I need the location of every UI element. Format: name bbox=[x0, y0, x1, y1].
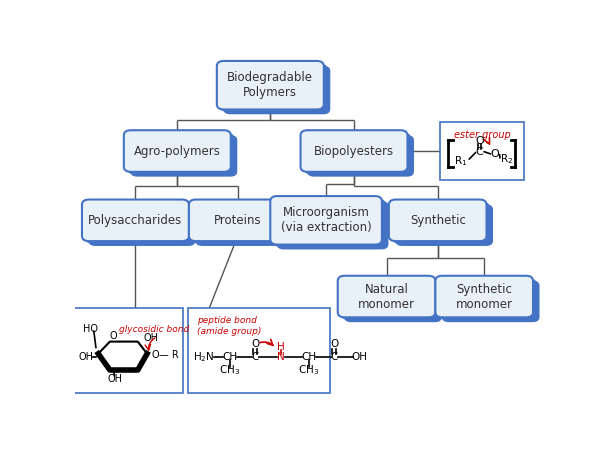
FancyBboxPatch shape bbox=[124, 130, 231, 172]
FancyBboxPatch shape bbox=[395, 204, 493, 246]
FancyBboxPatch shape bbox=[220, 63, 327, 112]
FancyBboxPatch shape bbox=[274, 198, 385, 247]
Text: O: O bbox=[475, 135, 484, 146]
Text: H: H bbox=[277, 342, 284, 352]
FancyBboxPatch shape bbox=[341, 278, 439, 320]
Text: C: C bbox=[251, 352, 259, 362]
Text: ester group: ester group bbox=[454, 130, 510, 140]
FancyBboxPatch shape bbox=[304, 133, 411, 174]
Text: H$_2$N: H$_2$N bbox=[193, 350, 215, 364]
FancyBboxPatch shape bbox=[82, 199, 189, 241]
Text: CH: CH bbox=[222, 352, 237, 362]
FancyBboxPatch shape bbox=[439, 278, 536, 320]
FancyBboxPatch shape bbox=[440, 122, 524, 180]
Text: Synthetic: Synthetic bbox=[410, 214, 466, 227]
Text: Agro-polymers: Agro-polymers bbox=[134, 144, 221, 158]
Text: O: O bbox=[330, 339, 338, 349]
FancyBboxPatch shape bbox=[130, 135, 237, 177]
Text: Polysaccharides: Polysaccharides bbox=[88, 214, 182, 227]
Text: OH: OH bbox=[107, 374, 122, 384]
FancyBboxPatch shape bbox=[74, 308, 183, 393]
FancyBboxPatch shape bbox=[189, 199, 287, 241]
Text: HO: HO bbox=[83, 324, 98, 334]
FancyBboxPatch shape bbox=[188, 308, 329, 393]
FancyBboxPatch shape bbox=[307, 135, 414, 177]
FancyBboxPatch shape bbox=[196, 204, 293, 246]
Text: C: C bbox=[331, 352, 338, 362]
Text: Synthetic
monomer: Synthetic monomer bbox=[456, 283, 513, 310]
Text: OH: OH bbox=[79, 352, 94, 362]
FancyBboxPatch shape bbox=[192, 202, 290, 243]
Text: CH: CH bbox=[301, 352, 316, 362]
FancyBboxPatch shape bbox=[271, 196, 382, 245]
Text: CH$_3$: CH$_3$ bbox=[298, 364, 319, 377]
Text: O: O bbox=[491, 149, 499, 159]
FancyBboxPatch shape bbox=[127, 133, 234, 174]
Text: Natural
monomer: Natural monomer bbox=[358, 283, 415, 310]
Text: — R: — R bbox=[158, 351, 178, 360]
Text: Microorganism
(via extraction): Microorganism (via extraction) bbox=[281, 206, 371, 234]
Text: N: N bbox=[277, 352, 284, 362]
FancyBboxPatch shape bbox=[88, 204, 196, 246]
Text: C: C bbox=[476, 147, 484, 157]
FancyBboxPatch shape bbox=[301, 130, 407, 172]
Text: OH: OH bbox=[352, 352, 368, 362]
Text: Proteins: Proteins bbox=[214, 214, 262, 227]
FancyBboxPatch shape bbox=[85, 202, 192, 243]
Text: glycosidic bond: glycosidic bond bbox=[119, 325, 189, 334]
Text: CH$_3$: CH$_3$ bbox=[219, 364, 240, 377]
Text: O: O bbox=[251, 339, 259, 349]
FancyBboxPatch shape bbox=[217, 61, 324, 109]
Text: Biopolyesters: Biopolyesters bbox=[314, 144, 394, 158]
FancyBboxPatch shape bbox=[344, 281, 442, 322]
Text: O: O bbox=[152, 351, 160, 360]
FancyBboxPatch shape bbox=[389, 199, 487, 241]
FancyBboxPatch shape bbox=[223, 66, 330, 114]
FancyBboxPatch shape bbox=[338, 276, 436, 317]
Text: R$_2$: R$_2$ bbox=[500, 153, 514, 166]
Text: R$_1$: R$_1$ bbox=[454, 154, 467, 167]
FancyBboxPatch shape bbox=[392, 202, 490, 243]
FancyBboxPatch shape bbox=[436, 276, 533, 317]
Text: Biodegradable
Polymers: Biodegradable Polymers bbox=[227, 71, 313, 99]
FancyBboxPatch shape bbox=[277, 201, 388, 249]
Text: O: O bbox=[110, 331, 118, 341]
FancyBboxPatch shape bbox=[442, 281, 539, 322]
Text: peptide bond
(amide group): peptide bond (amide group) bbox=[197, 316, 262, 336]
Text: OH: OH bbox=[143, 333, 158, 343]
